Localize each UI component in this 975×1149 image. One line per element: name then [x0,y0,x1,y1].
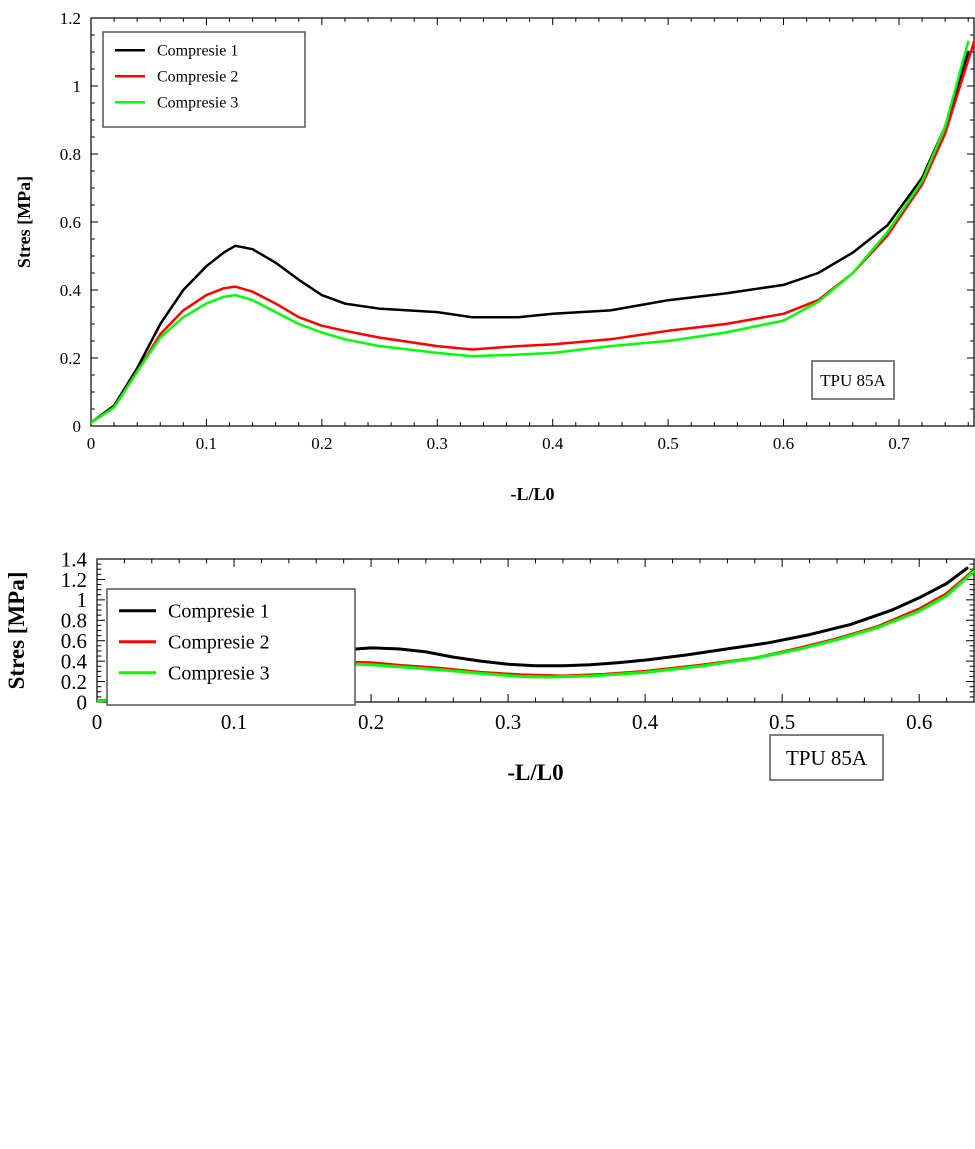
legend-label: Compresie 1 [168,600,270,622]
y-axis-label: Stres [MPa] [14,176,34,268]
series-line-3 [91,40,970,424]
legend-label: Compresie 3 [168,662,270,684]
legend-label: Compresie 2 [168,631,270,653]
y-tick-label: 0 [73,417,82,436]
x-tick-label: 0.1 [221,710,247,734]
legend-label: Compresie 3 [157,94,238,111]
x-axis-label: -L/L0 [507,760,563,785]
legend-label: Compresie 2 [157,68,238,85]
y-tick-label: 0.2 [61,670,87,694]
annotation: TPU 85A [811,360,895,400]
chart-top: 0 0.1 0.2 0.3 0.4 0.5 0.6 0.7 0 0.2 0.4 0.6 0.8 1 1.2 -… [14,9,975,504]
y-tick-label: 1 [73,77,82,96]
y-tick-label: 0.8 [60,145,81,164]
annotation-label: TPU 85A [786,746,868,770]
x-tick-label: 0.5 [769,710,795,734]
y-tick-label: 0.8 [61,609,87,633]
x-tick-label: 0.7 [888,434,910,453]
x-tick-label: 0.4 [632,710,659,734]
annotation-box [811,360,895,400]
x-tick-label: 0.4 [542,434,564,453]
x-tick-label: 0.2 [358,710,384,734]
x-tick-label: 0.3 [495,710,521,734]
x-tick-label: 0.3 [427,434,448,453]
x-tick-label: 0.2 [311,434,332,453]
legend-label: Compresie 1 [157,42,238,59]
annotation: TPU 85A [769,734,884,781]
legend-box [106,588,356,706]
chart-bottom: 0 0.1 0.2 0.3 0.4 0.5 0.600.20.40.60.811.21.4-… [4,547,975,785]
y-tick-label: 1 [77,588,88,612]
annotation-label: TPU 85A [820,371,886,390]
y-axis-label: Stres [MPa] [4,572,29,690]
x-tick-label: 0.6 [773,434,794,453]
y-tick-label: 0.4 [61,649,88,673]
y-tick-label: 0.6 [61,629,87,653]
series-line-1 [91,50,970,424]
annotation-box [769,734,884,781]
x-tick-label: 0.6 [906,710,932,734]
x-tick-label: 0.5 [657,434,678,453]
y-tick-label: 0.2 [60,349,81,368]
legend: Compresie 1 Compresie 2 Compresie 3 [106,588,356,706]
x-tick-label: 0 [87,434,96,453]
y-tick-label: 0 [77,690,88,714]
x-tick-label: 0 [92,710,103,734]
legend-box [102,31,306,128]
x-axis-label: -L/L0 [510,484,554,504]
y-tick-label: 1.4 [61,547,88,571]
x-tick-label: 0.1 [196,434,217,453]
y-tick-label: 1.2 [60,9,81,28]
y-tick-label: 1.2 [61,568,87,592]
legend: Compresie 1 Compresie 2 Compresie 3 [102,31,306,128]
y-tick-label: 0.4 [60,281,82,300]
y-tick-label: 0.6 [60,213,81,232]
